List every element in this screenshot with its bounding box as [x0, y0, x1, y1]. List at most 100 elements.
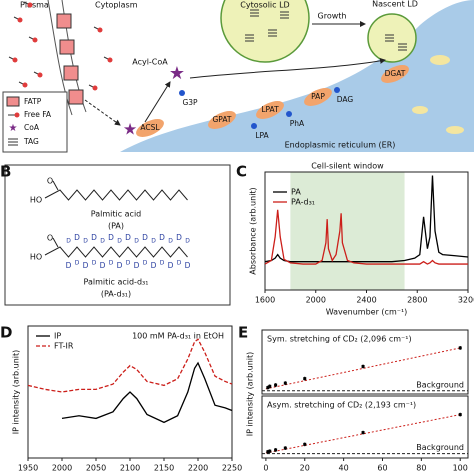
- fatp: [56, 13, 72, 29]
- free-fa: [17, 17, 23, 23]
- panel-b: O HO Palmitic acid (PA) O HO Palmitic ac…: [4, 164, 231, 306]
- enzyme-shape: [136, 119, 164, 137]
- deuterium: D: [126, 260, 131, 267]
- free-fa: [97, 27, 103, 33]
- legend-swatch: [8, 138, 18, 146]
- deuterium: D: [108, 233, 114, 242]
- er-label: Endoplasmic reticulum (ER): [285, 141, 396, 150]
- x-tick-label: 1600: [255, 296, 275, 305]
- cytosolic-ld-label: Cytosolic LD: [240, 1, 289, 10]
- subplot-title: Asym. stretching of CD₂ (2,193 cm⁻¹): [267, 401, 416, 410]
- free-fa: [92, 85, 98, 91]
- data-point: [266, 450, 270, 454]
- panel-label: B: [0, 163, 11, 181]
- atom-o: O: [47, 177, 53, 186]
- y-axis-label: IP intensity (arb.unit): [12, 350, 21, 435]
- metabolite-label: G3P: [182, 98, 198, 107]
- tag-icon: [398, 43, 407, 51]
- deuterium: D: [134, 261, 140, 270]
- plot-frame: [261, 329, 469, 395]
- data-point: [274, 448, 278, 452]
- atom-o: O: [47, 234, 53, 243]
- er-spot: [430, 55, 450, 65]
- carbon-chain: [44, 189, 188, 201]
- deuterium: D: [100, 238, 105, 245]
- x-tick-label: 3200: [458, 296, 474, 305]
- x-tick-label: 2400: [356, 296, 376, 305]
- deuterium: D: [66, 238, 71, 245]
- deuterium: D: [177, 260, 182, 267]
- cytoplasm-label: Cytoplasm: [95, 1, 138, 10]
- series-line: [61, 361, 233, 424]
- deuterium: D: [143, 260, 148, 267]
- nascent-ld-label: Nascent LD: [372, 0, 418, 9]
- panel-label: D: [0, 324, 12, 342]
- enzyme-shape: [256, 101, 284, 119]
- deuterium: D: [151, 261, 157, 270]
- plot-frame: [261, 395, 469, 459]
- metabolite-head: [179, 90, 185, 96]
- deuterium: D: [159, 233, 165, 242]
- free-fa: [22, 82, 28, 88]
- legend-box: ★ FATP Free FA CoA TAG: [2, 91, 68, 153]
- deuterium: D: [176, 233, 182, 242]
- panel-label: E: [238, 324, 248, 342]
- y-axis-label: Absorbance (arb.unit): [249, 187, 258, 274]
- free-fa: [32, 37, 38, 43]
- x-tick-label: 2200: [188, 464, 208, 473]
- deuterium: D: [117, 238, 122, 245]
- acyl-coa-label: Acyl-CoA: [132, 58, 168, 67]
- subplot-title: Sym. stretching of CD₂ (2,096 cm⁻¹): [267, 335, 412, 344]
- x-tick-label: 1950: [18, 464, 38, 473]
- metabolite-label: DAG: [337, 95, 354, 104]
- free-fa: [27, 2, 33, 8]
- x-tick-label: 60: [377, 464, 387, 473]
- data-point: [303, 377, 307, 381]
- data-point: [283, 446, 287, 450]
- deuterium: D: [168, 261, 174, 270]
- pad-abbr: (PA-d₃₁): [101, 290, 131, 299]
- deuterium: D: [185, 238, 190, 245]
- deuterium: D: [91, 233, 97, 242]
- deuterium: D: [109, 260, 114, 267]
- enzyme-label: DGAT: [385, 69, 406, 78]
- plasma-label: Plasma: [20, 1, 49, 10]
- deuterium: D: [92, 260, 97, 267]
- data-point: [283, 381, 287, 385]
- enzyme-label: GPAT: [213, 115, 232, 124]
- tag-icon: [268, 29, 277, 37]
- er-spot: [412, 106, 428, 114]
- legend-swatch: ★: [9, 123, 18, 134]
- deuterium: D: [83, 261, 89, 270]
- legend-label: IP: [54, 332, 61, 341]
- x-tick-label: 2100: [120, 464, 140, 473]
- x-tick-label: 80: [416, 464, 426, 473]
- enzyme-label: ACSL: [140, 123, 160, 132]
- metabolite-label: LPA: [255, 131, 269, 140]
- fit-line: [265, 347, 461, 390]
- deuterium: D: [168, 238, 173, 245]
- tag-icon: [250, 9, 259, 17]
- free-fa: [37, 72, 43, 78]
- legend-swatch: [6, 96, 20, 107]
- fatp: [59, 39, 75, 55]
- data-point: [361, 431, 365, 435]
- series-line: [264, 209, 468, 265]
- x-tick-label: 20: [300, 464, 310, 473]
- deuterium: D: [185, 261, 191, 270]
- data-point: [458, 346, 462, 350]
- panel-b-frame: [4, 164, 231, 306]
- background-label: Background: [416, 443, 464, 452]
- growth-label: Growth: [318, 12, 347, 21]
- legend-label: CoA: [24, 123, 40, 132]
- deuterium: D: [66, 261, 72, 270]
- deuterium: D: [74, 233, 80, 242]
- background-label: Background: [416, 380, 464, 389]
- x-tick-label: 100: [453, 464, 468, 473]
- x-tick-label: 2000: [306, 296, 326, 305]
- deuterium: D: [151, 238, 156, 245]
- legend-label: FT-IR: [54, 342, 74, 351]
- deuterium: D: [83, 238, 88, 245]
- data-point: [458, 413, 462, 417]
